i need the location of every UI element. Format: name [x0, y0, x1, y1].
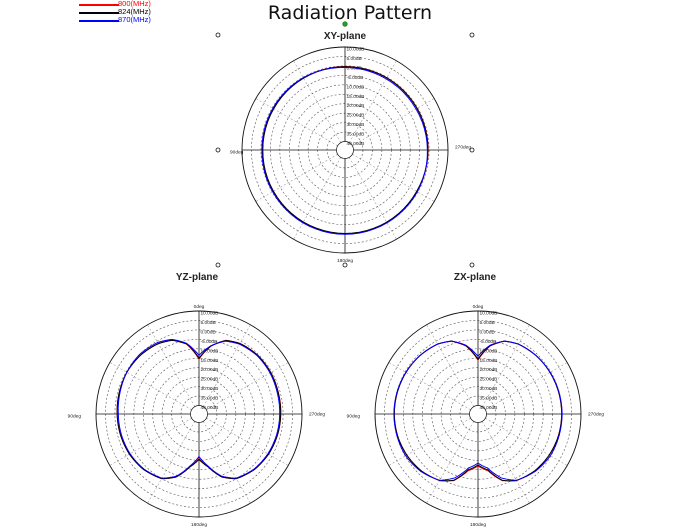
- r-tick-label-zx-7: 25.00dB: [480, 377, 498, 383]
- anchor-marker-xy-6: [342, 262, 348, 268]
- trace-xy-870mhz: [261, 66, 428, 235]
- anchor-marker-xy-3: [469, 147, 475, 153]
- anchor-marker-xy-4: [215, 262, 221, 268]
- r-tick-label-xy-10: 40.00dB: [347, 141, 365, 147]
- anchor-marker-xy-0: [215, 32, 221, 38]
- legend: 800(MHz) 824(MHz) 870(MHz): [79, 0, 169, 26]
- angle-label-zx-bottom: 180deg: [470, 522, 486, 528]
- angle-label-xy-left: 90deg: [230, 150, 244, 156]
- r-tick-label-yz-8: 30.00dB: [201, 386, 219, 392]
- angle-label-zx-right: 270deg: [588, 412, 604, 418]
- r-tick-label-yz-4: 10.00dB: [201, 348, 219, 354]
- r-tick-label-xy-9: 35.00dB: [347, 132, 365, 138]
- plot-title-zx: ZX-plane: [454, 272, 497, 283]
- polar-plot-yz: 10.00dB 5.00dB 0.00dB -5.00dB 10.00dB 15.00dB…: [68, 304, 326, 528]
- r-tick-label-zx-3: -5.00dB: [480, 339, 497, 345]
- r-tick-label-zx-2: 0.00dB: [480, 329, 495, 335]
- angle-label-xy-bottom: 180deg: [337, 258, 353, 264]
- center-hole-zx: [469, 405, 487, 423]
- r-tick-label-xy-0: 10.00dB: [347, 47, 365, 53]
- r-tick-label-xy-8: 30.00dB: [347, 122, 365, 128]
- angle-label-xy-right: 270deg: [455, 145, 471, 151]
- legend-label-870: 870(MHz): [118, 15, 151, 24]
- legend-item-824: 824(MHz): [79, 7, 169, 17]
- r-tick-label-xy-7: 25.00dB: [347, 113, 365, 119]
- r-tick-label-xy-1: 5.00dB: [347, 56, 362, 62]
- r-tick-label-yz-10: 40.00dB: [201, 405, 219, 411]
- figure-title: Radiation Pattern: [267, 2, 433, 24]
- r-tick-label-xy-3: -5.00dB: [347, 75, 364, 81]
- r-tick-label-zx-6: 20.00dB: [480, 367, 498, 373]
- outer-ring-xy: [241, 46, 449, 254]
- legend-label-824: 824(MHz): [118, 7, 151, 16]
- angle-label-yz-top: 0deg: [194, 304, 205, 310]
- r-tick-label-yz-5: 15.00dB: [201, 358, 219, 364]
- polar-plot-zx: 10.00dB 5.00dB 0.00dB -5.00dB 10.00dB 15.00dB…: [347, 304, 605, 528]
- r-tick-label-yz-2: 0.00dB: [201, 329, 216, 335]
- plot-title-yz: YZ-plane: [176, 272, 219, 283]
- angle-label-zx-top: 0deg: [473, 304, 484, 310]
- center-hole-xy: [336, 141, 354, 159]
- r-tick-label-yz-6: 20.00dB: [201, 367, 219, 373]
- r-tick-label-zx-4: 10.00dB: [480, 348, 498, 354]
- legend-swatch-824: [79, 12, 119, 14]
- r-tick-label-yz-3: -5.00dB: [201, 339, 218, 345]
- outer-ring-zx: [374, 310, 582, 518]
- anchor-marker-xy-1: [469, 32, 475, 38]
- legend-item-800: 800(MHz): [79, 0, 169, 9]
- angle-label-zx-left: 90deg: [347, 414, 361, 420]
- r-tick-label-yz-0: 10.00dB: [201, 311, 219, 317]
- r-tick-label-xy-2: 0.00dB: [347, 65, 362, 71]
- spoke-zx-150: [482, 421, 530, 504]
- r-tick-label-zx-9: 35.00dB: [480, 396, 498, 402]
- outer-ring-yz: [95, 310, 303, 518]
- r-tick-label-yz-9: 35.00dB: [201, 396, 219, 402]
- r-tick-label-zx-1: 5.00dB: [480, 320, 495, 326]
- r-tick-label-yz-7: 25.00dB: [201, 377, 219, 383]
- r-tick-label-xy-5: 15.00dB: [347, 94, 365, 100]
- angle-label-yz-right: 270deg: [309, 412, 325, 418]
- polar-plot-xy: 10.00dB 5.00dB 0.00dB -5.00dB 10.00dB 15.00dB…: [215, 21, 475, 268]
- trace-yz-870mhz: [117, 338, 281, 479]
- r-tick-label-zx-10: 40.00dB: [480, 405, 498, 411]
- spoke-zx-30: [482, 324, 530, 407]
- anchor-marker-top-xy: [342, 21, 348, 27]
- trace-zx-870mhz: [393, 340, 563, 481]
- angle-label-yz-bottom: 180deg: [191, 522, 207, 528]
- anchor-marker-xy-5: [469, 262, 475, 268]
- legend-swatch-870: [79, 20, 119, 22]
- r-tick-label-zx-5: 15.00dB: [480, 358, 498, 364]
- center-hole-yz: [190, 405, 208, 423]
- r-tick-label-zx-8: 30.00dB: [480, 386, 498, 392]
- trace-xy-824mhz: [262, 66, 429, 235]
- angle-label-yz-left: 90deg: [68, 414, 82, 420]
- r-tick-label-xy-6: 20.00dB: [347, 103, 365, 109]
- plot-title-xy: XY-plane: [324, 31, 367, 42]
- r-tick-label-xy-4: 10.00dB: [347, 84, 365, 90]
- legend-label-800: 800(MHz): [118, 0, 151, 8]
- anchor-marker-xy-2: [215, 147, 221, 153]
- r-tick-label-yz-1: 5.00dB: [201, 320, 216, 326]
- r-tick-label-zx-0: 10.00dB: [480, 311, 498, 317]
- legend-swatch-800: [79, 4, 119, 6]
- legend-item-870: 870(MHz): [79, 15, 169, 25]
